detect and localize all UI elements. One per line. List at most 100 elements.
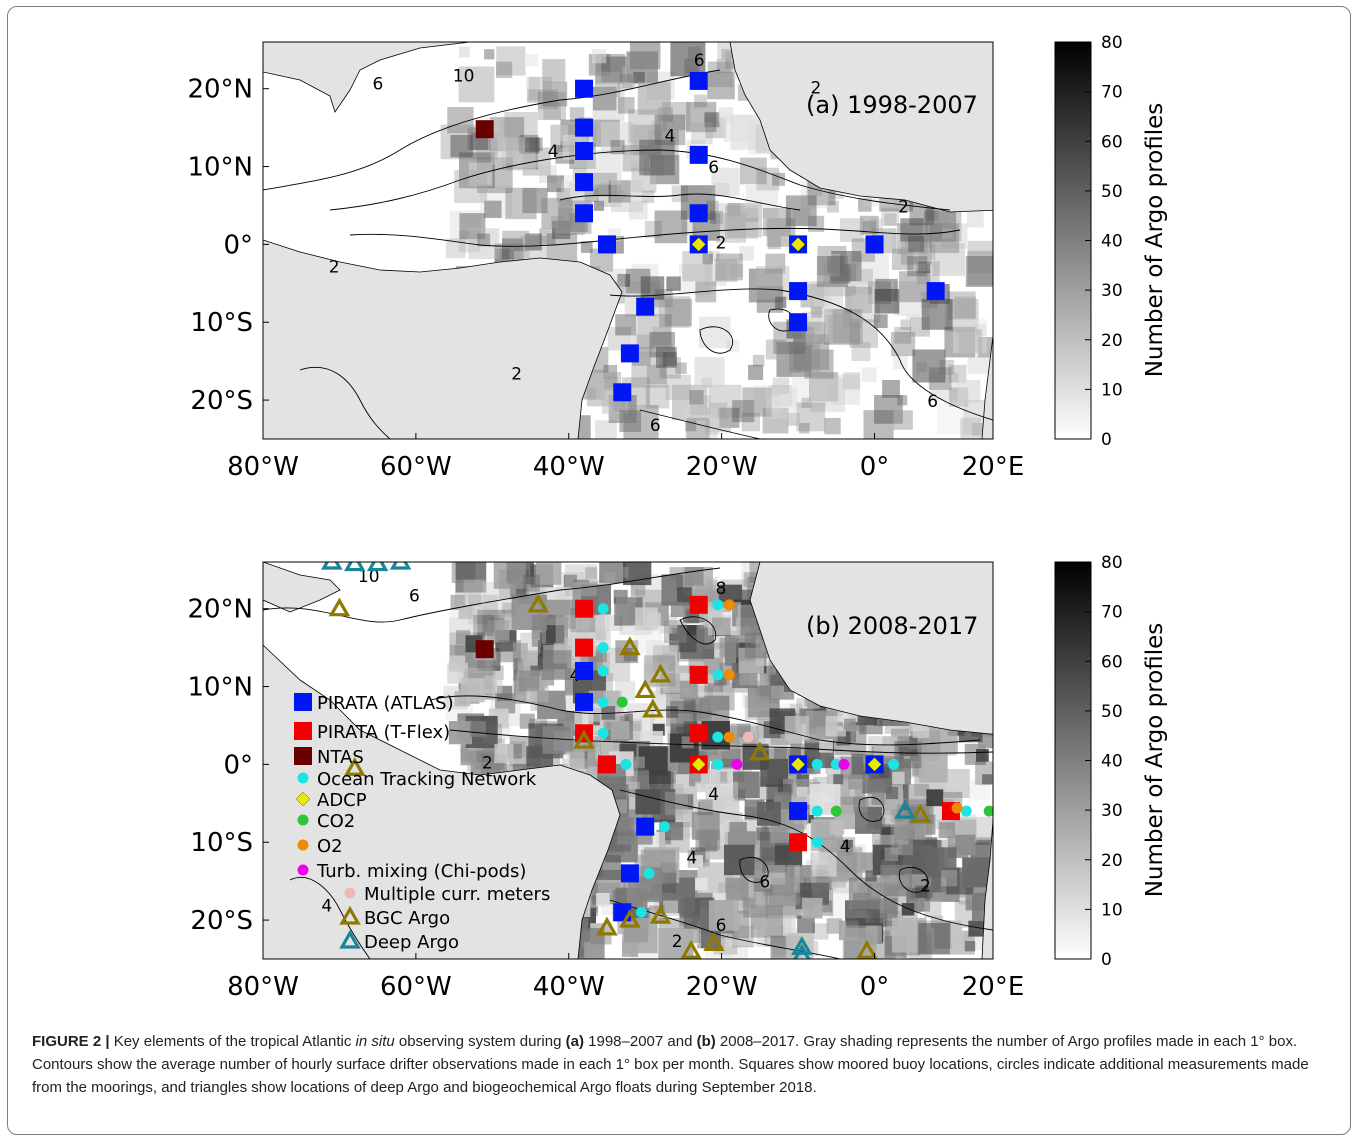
contour-label: 6 [708,158,719,178]
pirata-tflex-b2-marker [789,833,808,852]
caption-in-situ: in situ [355,1033,395,1050]
caption-a: (a) [565,1033,584,1050]
ntas-marker [475,640,494,659]
drifter-contours-a [263,69,993,439]
deep-argo-marker [321,562,343,570]
pirata-atlas-marker [789,313,808,332]
otn-marker [888,758,900,770]
contour-label: 2 [920,877,931,897]
colorbar-tick-label: 20 [1101,331,1123,351]
adcp-marker [790,757,806,772]
land-b [263,562,993,959]
caption-b: (b) [696,1033,716,1050]
pirata-tflex-marker [575,638,594,657]
otn-marker [712,599,724,611]
caption-text-1: Key elements of the tropical Atlantic [109,1033,356,1050]
contour-label: 2 [811,79,822,99]
pirata-atlas-marker [575,118,594,137]
pirata-atlas-marker [636,297,655,316]
otn-marker [597,603,609,615]
contour-labels-a: 2 2 4 4 6 2 2 2 6 6 6 6 10 [329,51,938,436]
colorbar-tick-label: 30 [1101,801,1123,821]
otn-marker [712,669,724,681]
ntas-marker [475,120,494,139]
colorbar-tick-label: 10 [1101,380,1123,400]
otn-marker [811,758,823,770]
contour-label: 6 [694,51,705,71]
bgc-argo-marker [642,698,664,718]
colorbar-label-a: Number of Argo profiles [1142,103,1168,378]
x-tick-label: 80°W [227,972,299,1002]
deep-argo-marker [389,562,412,570]
y-tick-label: 20°S [190,906,253,936]
legend-label-pirata-tflex: PIRATA (T-Flex) [317,722,450,743]
contour-label: 4 [321,896,332,916]
legend-label-pirata-atlas: PIRATA (ATLAS) [317,693,454,714]
pirata-atlas-marker [926,282,945,301]
contour-label: 4 [708,785,719,805]
pirata-atlas-marker [789,282,808,301]
legend-label-chipods: Turb. mixing (Chi-pods) [316,861,526,882]
caption-text-2: observing system during [394,1033,566,1050]
legend-o2-symbol [297,839,309,851]
co2-marker [983,805,993,817]
colorbar-tick-label: 0 [1101,950,1112,970]
pirata-tflex-marker [689,724,708,743]
axis-ticks-a: 80°W 60°W 40°W 20°W 0° 20°E 20°N 10°N 0° 10°S 20°S [187,75,1024,482]
contour-label: 6 [759,873,770,893]
colorbar-tick-label: 80 [1101,553,1123,573]
otn-marker [597,642,609,654]
o2-marker [951,802,963,814]
contour-label: 2 [716,233,727,253]
y-tick-label: 10°N [187,673,253,703]
caption-figure-number: FIGURE 2 | [32,1033,110,1050]
co2-marker [616,696,628,708]
otn-marker [830,758,842,770]
bgc-argo-marker [573,729,595,749]
contour-labels-b: 10 6 4 2 4 4 6 4 2 6 2 4 8 [321,567,930,952]
pirata-atlas-marker [575,661,594,680]
pirata-atlas-marker [575,204,594,223]
o2-marker [723,731,735,743]
bgc-argo-marker [680,939,702,959]
pirata-atlas-marker [865,235,884,254]
curr-meters-marker [742,731,754,743]
chipods-marker [731,758,743,770]
bgc-argo-marker [649,904,672,924]
legend-ntas-symbol [294,747,312,765]
colorbar-tick-label: 50 [1101,182,1123,202]
colorbar-tick-label: 70 [1101,603,1123,623]
bgc-argo-marker [527,593,549,613]
legend-label-co2: CO2 [317,811,355,832]
bgc-argo-marker [649,663,672,683]
axis-ticks-b: 80°W 60°W 40°W 20°W 0° 20°E 20°N 10°N 0° 10°S 20°S [187,595,1024,1002]
otn-marker [811,836,823,848]
y-tick-label: 0° [223,750,253,780]
contour-label: 4 [570,666,581,686]
pirata-atlas-marker [620,864,639,883]
adcp-marker [691,237,706,252]
colorbar-label-b: Number of Argo profiles [1142,623,1168,898]
figure-frame [7,6,1351,1135]
colorbar-tick-label: 20 [1101,851,1123,871]
legend-label-bgc-argo: BGC Argo [364,908,450,929]
x-tick-label: 0° [860,452,890,482]
pirata-tflex-marker [689,665,708,684]
y-tick-label: 10°N [187,153,253,183]
contour-label: 6 [716,916,727,936]
otn-marker [960,805,972,817]
legend-label-ntas: NTAS [317,747,364,768]
bgc-argo-marker [619,636,641,656]
legend-deep-argo-symbol [339,929,361,949]
x-tick-label: 60°W [380,452,452,482]
bgc-argo-marker [856,939,878,959]
contour-label: 4 [840,837,851,857]
legend-adcp-symbol [295,791,311,807]
otn-marker [712,758,724,770]
bgc-argo-marker [328,597,351,617]
deep-argo-marker [791,936,813,955]
figure-caption: FIGURE 2 | Key elements of the tropical … [32,1030,1328,1099]
markers-a [475,71,945,402]
contour-label: 2 [898,198,909,218]
